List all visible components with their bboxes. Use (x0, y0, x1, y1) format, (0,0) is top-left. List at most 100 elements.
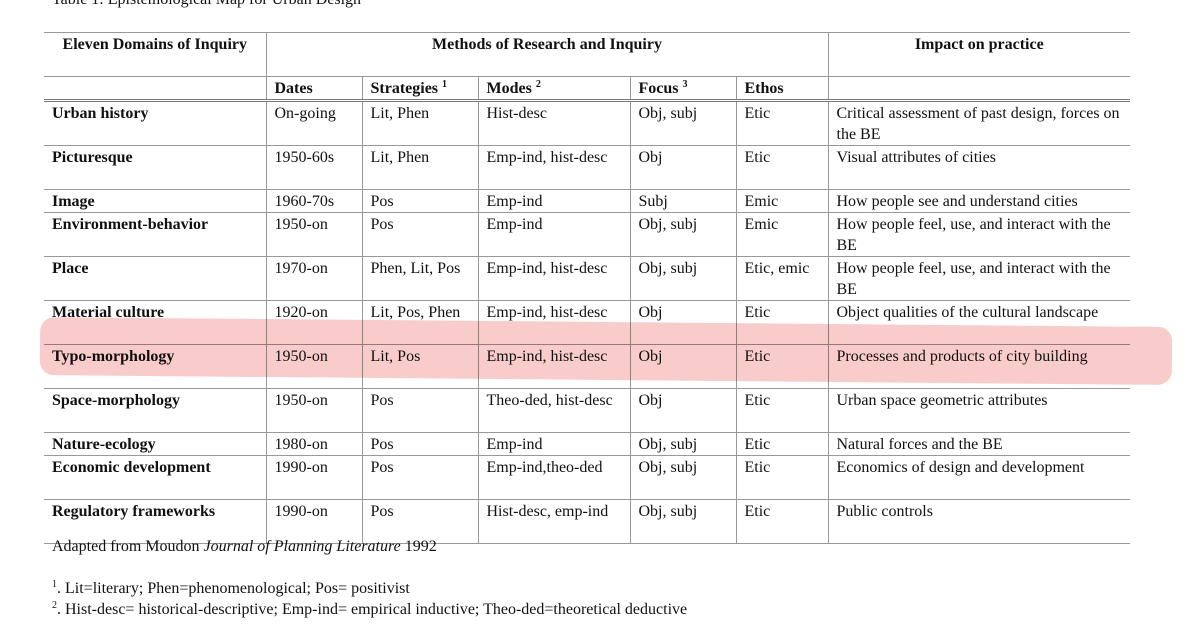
table: Eleven Domains of Inquiry Methods of Res… (44, 32, 1130, 544)
table-cell: Etic, emic (735, 256, 829, 301)
table-cell: Emp-ind, hist-desc (477, 344, 631, 389)
table-cell: Lit, Phen (361, 145, 479, 190)
table-cell: How people see and understand cities (827, 189, 1130, 213)
table-cell: Etic (735, 300, 829, 345)
table-cell: Urban space geometric attributes (827, 388, 1130, 433)
table-cell: Emic (735, 189, 829, 213)
header-cell: Impact on practice (827, 32, 1130, 77)
source-year: 1992 (404, 538, 437, 555)
table-cell: Object qualities of the cultural landsca… (827, 300, 1130, 345)
table-cell: Emic (735, 212, 829, 257)
table-cell: 1950-on (265, 212, 363, 257)
subheader-text: Focus (638, 80, 679, 97)
subheader-text: Dates (274, 80, 313, 97)
table-cell: Etic (735, 388, 829, 433)
header-row: Eleven Domains of Inquiry Methods of Res… (44, 32, 1130, 77)
table-cell: 1960-70s (265, 189, 363, 213)
domain-cell: Image (44, 189, 267, 213)
table-cell: Emp-ind (477, 189, 631, 213)
table-cell: Obj (629, 145, 737, 190)
table-caption: Table 1: Epistemological Map for Urban D… (52, 0, 361, 9)
subheader-cell: Strategies 1 (361, 76, 479, 102)
table-cell: Pos (361, 212, 479, 257)
table-cell: Obj, subj (629, 256, 737, 301)
table-cell: Obj, subj (629, 499, 737, 544)
footnote-mark: 2 (52, 600, 57, 611)
table-body: Urban history On-going Lit, Phen Hist-desc O… (44, 100, 1130, 544)
table-cell: Lit, Pos (361, 344, 479, 389)
table-cell: Emp-ind (477, 212, 631, 257)
footnote-ref: 3 (682, 79, 688, 90)
footnote: 1. Lit=literary; Phen=phenomenological; … (52, 580, 410, 598)
table-row: Typo-morphology 1950-on Lit, Pos Emp-ind, h… (44, 344, 1130, 389)
footnote-text: . Hist-desc= historical-descriptive; Emp… (57, 601, 688, 618)
table-cell: Subj (629, 189, 737, 213)
table-cell: Emp-ind, hist-desc (477, 256, 631, 301)
footnote-ref: 2 (535, 79, 541, 90)
table-cell: Hist-desc, emp-ind (477, 499, 631, 544)
table-cell: Phen, Lit, Pos (361, 256, 479, 301)
table-cell: Etic (735, 100, 829, 146)
table-cell: Processes and products of city building (827, 344, 1130, 389)
header-cell (827, 76, 1130, 102)
table-cell: Emp-ind (477, 432, 631, 456)
table-cell: Etic (735, 344, 829, 389)
footnote-mark: 1 (52, 579, 57, 590)
table-cell: Pos (361, 499, 479, 544)
source-text: Adapted from Moudon (52, 538, 200, 555)
table-cell: Lit, Pos, Phen (361, 300, 479, 345)
table-cell: Emp-ind, hist-desc (477, 300, 631, 345)
footnote-ref: 1 (442, 79, 448, 90)
domain-cell: Environment-behavior (44, 212, 267, 257)
domain-cell: Regulatory frameworks (44, 499, 267, 544)
table-cell: Pos (361, 189, 479, 213)
table-cell: Pos (361, 388, 479, 433)
subheader-text: Modes (486, 80, 532, 97)
table-cell: Obj, subj (629, 212, 737, 257)
subheader-cell: Ethos (735, 76, 829, 102)
table-row: Environment-behavior 1950-on Pos Emp-ind Obj… (44, 212, 1130, 257)
header-cell: Methods of Research and Inquiry (265, 32, 829, 77)
table-cell: Natural forces and the BE (827, 432, 1130, 456)
table-cell: Lit, Phen (361, 100, 479, 146)
table-cell: On-going (265, 100, 363, 146)
table-cell: Obj (629, 388, 737, 433)
table-cell: Obj (629, 300, 737, 345)
domain-cell: Picturesque (44, 145, 267, 190)
table-row: Image 1960-70s Pos Emp-ind Subj Emic How peopl… (44, 189, 1130, 213)
table-cell: Emp-ind, hist-desc (477, 145, 631, 190)
table-cell: Pos (361, 455, 479, 500)
table-cell: 1950-60s (265, 145, 363, 190)
table-cell: Etic (735, 499, 829, 544)
table-cell: Economics of design and development (827, 455, 1130, 500)
table-cell: Etic (735, 455, 829, 500)
table-row: Regulatory frameworks 1990-on Pos Hist-desc… (44, 499, 1130, 544)
table-cell: Etic (735, 432, 829, 456)
table-cell: Public controls (827, 499, 1130, 544)
subheader-cell: Modes 2 (477, 76, 631, 102)
table-cell: Visual attributes of cities (827, 145, 1130, 190)
domain-cell: Space-morphology (44, 388, 267, 433)
table-row: Economic development 1990-on Pos Emp-ind,th… (44, 455, 1130, 500)
table-cell: 1920-on (265, 300, 363, 345)
header-cell: Eleven Domains of Inquiry (44, 32, 267, 77)
table-cell: Pos (361, 432, 479, 456)
table-cell: 1970-on (265, 256, 363, 301)
footnote: 2. Hist-desc= historical-descriptive; Em… (52, 601, 687, 619)
subheader-text: Strategies (370, 80, 439, 97)
table-cell: 1990-on (265, 455, 363, 500)
table-row: Place 1970-on Phen, Lit, Pos Emp-ind, hist-… (44, 256, 1130, 301)
table-cell: Theo-ded, hist-desc (477, 388, 631, 433)
table-row: Nature-ecology 1980-on Pos Emp-ind Obj, subj… (44, 432, 1130, 456)
table-cell: Obj, subj (629, 455, 737, 500)
table-cell: Obj, subj (629, 432, 737, 456)
domain-cell: Urban history (44, 100, 267, 146)
table-cell: How people feel, use, and interact with … (827, 256, 1130, 301)
table-cell: Obj (629, 344, 737, 389)
table-cell: Emp-ind,theo-ded (477, 455, 631, 500)
header-cell (44, 76, 267, 102)
table-cell: Obj, subj (629, 100, 737, 146)
domain-cell: Nature-ecology (44, 432, 267, 456)
table-row: Space-morphology 1950-on Pos Theo-ded, hist… (44, 388, 1130, 433)
